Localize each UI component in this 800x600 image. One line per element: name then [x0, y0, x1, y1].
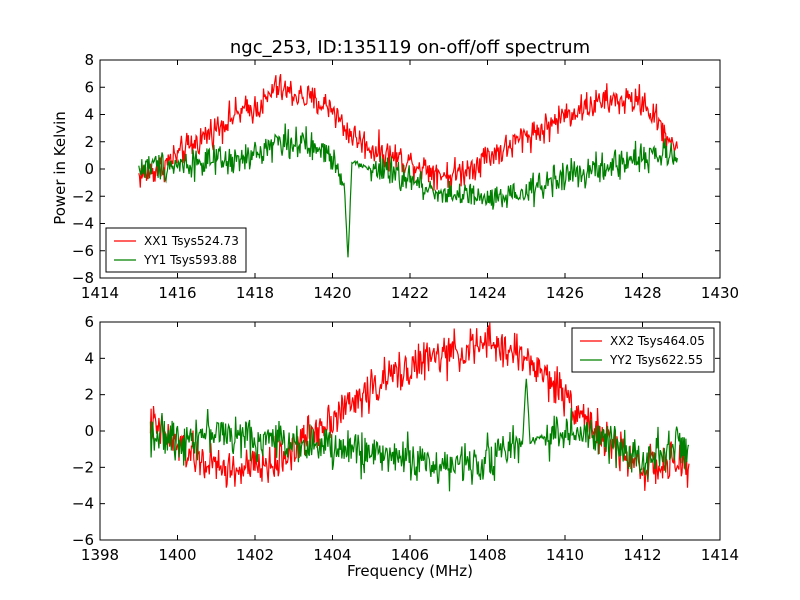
bottom-panel: 1398 1400 1402 1404 1406 1408 1410 1412 1414 −6 −4… [72, 313, 739, 564]
x-tick-label: 1408 [468, 546, 506, 564]
x-tick-label: 1420 [313, 284, 351, 302]
x-tick-label: 1422 [391, 284, 429, 302]
legend-box [105, 227, 247, 273]
y-tick-label: 8 [84, 51, 94, 69]
x-axis-label: Frequency (MHz) [347, 562, 473, 580]
x-tick-label: 1430 [701, 284, 739, 302]
x-tick-label: 1406 [391, 546, 429, 564]
y-tick-label: −8 [72, 269, 94, 287]
y-tick-label: −6 [72, 242, 94, 260]
legend: XX1 Tsys524.73 YY1 Tsys593.88 [105, 227, 247, 273]
y-tick-label: −2 [72, 458, 94, 476]
legend: XX2 Tsys464.05 YY2 Tsys622.55 [571, 327, 715, 373]
y-tick-label: 6 [84, 313, 94, 331]
x-tick-label: 1398 [81, 546, 119, 564]
x-tick-label: 1414 [81, 284, 119, 302]
x-tick-label: 1402 [236, 546, 274, 564]
y-tick-label: 0 [84, 160, 94, 178]
legend-box [571, 327, 715, 373]
legend-label: YY2 Tsys622.55 [609, 353, 703, 367]
y-tick-label: 2 [84, 386, 94, 404]
x-tick-label: 1416 [158, 284, 196, 302]
series-group [149, 322, 690, 492]
y-tick-label: −2 [72, 187, 94, 205]
series-group [138, 73, 678, 258]
series-line-xx2 [149, 322, 690, 491]
series-line-xx1 [138, 73, 678, 191]
y-tick-label: 6 [84, 78, 94, 96]
figure-title: ngc_253, ID:135119 on-off/off spectrum [230, 37, 590, 58]
x-tick-label: 1418 [236, 284, 274, 302]
y-tick-label: 4 [84, 349, 94, 367]
y-tick-label: −6 [72, 531, 94, 549]
legend-label: YY1 Tsys593.88 [143, 253, 237, 267]
top-panel: 1414 1416 1418 1420 1422 1424 1426 1428 1430 −8 −6… [72, 51, 739, 302]
y-tick-label: 4 [84, 106, 94, 124]
y-tick-label: 2 [84, 133, 94, 151]
x-tick-label: 1412 [623, 546, 661, 564]
y-tick-label: −4 [72, 495, 94, 513]
y-tick-label: 0 [84, 422, 94, 440]
legend-label: XX1 Tsys524.73 [144, 234, 239, 248]
series-line-yy1 [138, 123, 678, 258]
y-axis-label: Power in Kelvin [51, 111, 69, 225]
x-tick-label: 1414 [701, 546, 739, 564]
x-tick-label: 1404 [313, 546, 351, 564]
series-line-yy2 [149, 378, 690, 492]
y-tick-label: −4 [72, 215, 94, 233]
x-tick-label: 1424 [468, 284, 506, 302]
x-tick-label: 1428 [623, 284, 661, 302]
x-tick-label: 1410 [546, 546, 584, 564]
legend-label: XX2 Tsys464.05 [610, 334, 705, 348]
x-tick-label: 1426 [546, 284, 584, 302]
x-tick-label: 1400 [158, 546, 196, 564]
